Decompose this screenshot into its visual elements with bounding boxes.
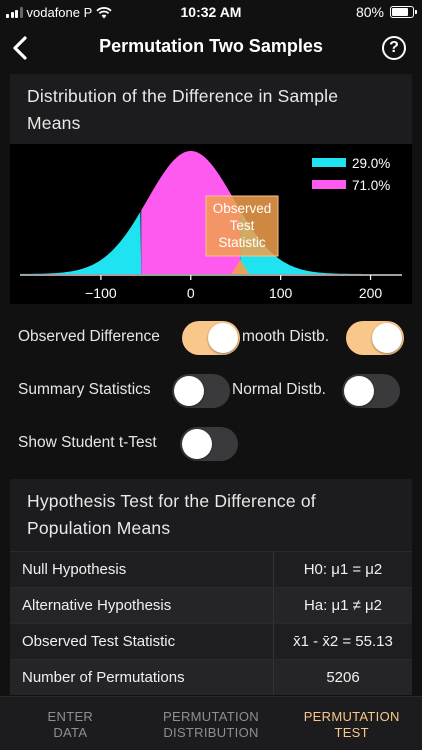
switch-knob (372, 323, 402, 353)
table-row: Null Hypothesis H0: μ1 = μ2 (10, 551, 412, 587)
hypothesis-title-line2: Population Means (27, 518, 171, 538)
tab-permutation-distribution-line1: PERMUTATION (163, 709, 259, 724)
tab-permutation-test[interactable]: PERMUTATION TEST (281, 697, 422, 750)
toggle-row-observed-difference: Observed Difference (18, 321, 248, 355)
table-row: Number of Permutations 5206 (10, 659, 412, 695)
normal-distb-switch[interactable] (342, 374, 400, 408)
legend-label: 29.0% (352, 156, 390, 171)
distribution-chart-svg: −100 0 100 200 Observed Test Statistic 29.0% 71.… (20, 151, 402, 301)
observed-statistic-box-label: Observed (213, 201, 272, 216)
hypothesis-card: Hypothesis Test for the Difference of Po… (10, 479, 412, 695)
tab-permutation-distribution-line2: DISTRIBUTION (163, 725, 259, 740)
smooth-distb-switch[interactable] (346, 321, 404, 355)
toggle-row-smooth-distb: mooth Distb. (242, 321, 408, 355)
legend-swatch (312, 180, 346, 189)
tab-permutation-test-line1: PERMUTATION (303, 709, 400, 724)
status-bar: vodafone P 10:32 AM 80% (0, 0, 422, 24)
switch-knob (208, 323, 238, 353)
observed-test-statistic-value: x̄1 - x̄2 = 55.13 (293, 633, 393, 650)
legend-swatch (312, 158, 346, 167)
observed-statistic-box-label: Statistic (218, 235, 266, 250)
page-title: Permutation Two Samples (99, 36, 323, 56)
tab-bar: ENTER DATA PERMUTATION DISTRIBUTION PERM… (0, 696, 422, 750)
normal-distb-label: Normal Distb. (232, 381, 326, 398)
number-of-permutations-value: 5206 (326, 669, 360, 686)
null-hypothesis-value: H0: μ1 = μ2 (303, 561, 383, 578)
tab-permutation-test-line2: TEST (334, 725, 369, 740)
observed-test-statistic-label: Observed Test Statistic (10, 624, 274, 659)
toggle-row-student-t: Show Student t-Test (18, 427, 248, 461)
smooth-distb-label: mooth Distb. (242, 328, 330, 345)
x-tick-label: −100 (85, 285, 117, 301)
tab-enter-data[interactable]: ENTER DATA (0, 697, 141, 750)
tail-area-left (20, 211, 142, 274)
switch-knob (174, 376, 204, 406)
alternative-hypothesis-label: Alternative Hypothesis (10, 588, 274, 623)
observed-statistic-box (205, 195, 279, 257)
x-tick-label: 100 (269, 285, 293, 301)
observed-difference-label: Observed Difference (18, 328, 160, 345)
distribution-chart: −100 0 100 200 Observed Test Statistic 29.0% 71.… (10, 144, 412, 304)
status-time: 10:32 AM (180, 4, 242, 20)
status-right: 80% (355, 4, 417, 20)
help-icon[interactable]: ? (382, 36, 406, 60)
nav-bar: Permutation Two Samples ? (0, 24, 422, 72)
carrier-label: vodafone P (26, 5, 93, 20)
hypothesis-card-title: Hypothesis Test for the Difference of Po… (10, 479, 412, 542)
signal-icon (6, 7, 23, 18)
summary-statistics-switch[interactable] (172, 374, 230, 408)
tail-area-right (240, 210, 402, 274)
toggle-row-summary-statistics: Summary Statistics (18, 374, 248, 408)
observed-statistic-box-label: Test (230, 218, 255, 233)
summary-statistics-label: Summary Statistics (18, 381, 151, 398)
status-left: vodafone P (6, 5, 112, 20)
observed-difference-switch[interactable] (182, 321, 240, 355)
tab-enter-data-line2: DATA (53, 725, 88, 740)
switch-knob (344, 376, 374, 406)
table-row: Alternative Hypothesis Ha: μ1 ≠ μ2 (10, 587, 412, 623)
distribution-card-title: Distribution of the Difference in Sample… (10, 74, 412, 137)
x-tick-label: 0 (187, 285, 195, 301)
table-row: Observed Test Statistic x̄1 - x̄2 = 55.1… (10, 623, 412, 659)
switch-knob (182, 429, 212, 459)
distribution-card: Distribution of the Difference in Sample… (10, 74, 412, 304)
number-of-permutations-label: Number of Permutations (10, 660, 274, 695)
battery-percent: 80% (355, 4, 384, 20)
tab-enter-data-line1: ENTER (47, 709, 94, 724)
student-t-label: Show Student t-Test (18, 434, 157, 451)
wifi-icon (96, 6, 112, 18)
back-chevron-icon[interactable] (8, 34, 34, 62)
distribution-title-line2: Means (27, 113, 81, 133)
null-hypothesis-label: Null Hypothesis (10, 552, 274, 587)
hypothesis-title-line1: Hypothesis Test for the Difference of (27, 491, 316, 511)
battery-icon (390, 6, 417, 18)
distribution-title-line1: Distribution of the Difference in Sample (27, 86, 339, 106)
tab-permutation-distribution[interactable]: PERMUTATION DISTRIBUTION (141, 697, 282, 750)
observed-statistic-marker (231, 260, 250, 274)
x-tick-label: 200 (359, 285, 383, 301)
legend-label: 71.0% (352, 178, 390, 193)
toggle-row-normal-distb: Normal Distb. (232, 374, 408, 408)
student-t-switch[interactable] (180, 427, 238, 461)
hypothesis-table: Null Hypothesis H0: μ1 = μ2 Alternative … (10, 551, 412, 695)
alternative-hypothesis-value: Ha: μ1 ≠ μ2 (303, 597, 383, 614)
